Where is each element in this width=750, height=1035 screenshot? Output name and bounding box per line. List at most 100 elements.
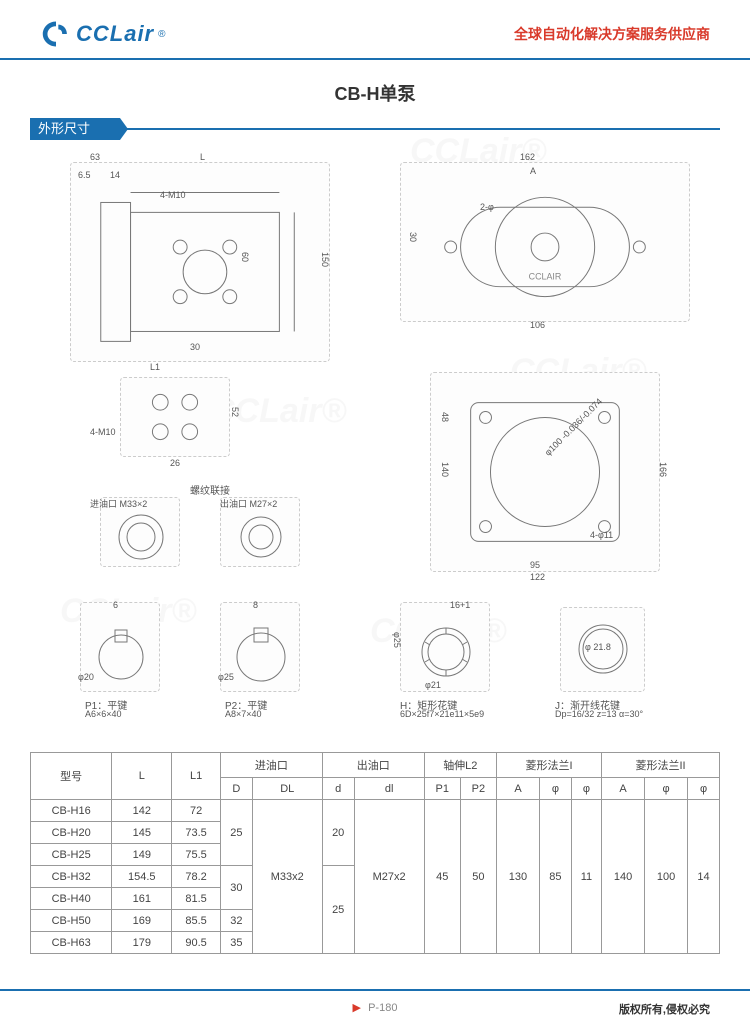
cell-f1p1: 85 [540, 800, 572, 954]
diagrams-region: CCLair® CCLair® CCLair® CCLair® CCLair® … [30, 152, 720, 742]
svg-text:CCLAIR: CCLAIR [529, 272, 562, 282]
col-P1: P1 [424, 778, 460, 800]
logo-text: CCLair [76, 21, 154, 47]
page-number: ▶ P-180 [353, 1001, 398, 1014]
dim-label: 95 [530, 560, 540, 570]
diagram-shaft-h [400, 602, 490, 692]
cell-model: CB-H32 [31, 866, 112, 888]
dim-label: φ20 [78, 672, 94, 682]
col-dl: dl [354, 778, 424, 800]
dim-label: 16+1 [450, 600, 470, 610]
col-D: D [220, 778, 252, 800]
cell-D: 25 [220, 800, 252, 866]
diagram-top-view: CCLAIR [400, 162, 690, 322]
dim-label: A [530, 166, 536, 176]
cell-L1: 73.5 [172, 822, 221, 844]
col-inlet: 进油口 [220, 753, 322, 778]
table-header-row: 型号 L L1 进油口 出油口 轴伸L2 菱形法兰I 菱形法兰II [31, 753, 720, 778]
diagram-front-view [70, 162, 330, 362]
dim-label: 52 [230, 407, 240, 417]
cell-f2p2: 14 [688, 800, 720, 954]
cell-L1: 81.5 [172, 888, 221, 910]
logo: CCLair ® [40, 20, 166, 48]
col-f2A: A [602, 778, 645, 800]
dim-label: 6 [113, 600, 118, 610]
cell-L1: 90.5 [172, 932, 221, 954]
cell-D: 30 [220, 866, 252, 910]
spec-table: 型号 L L1 进油口 出油口 轴伸L2 菱形法兰I 菱形法兰II D DL d… [30, 752, 720, 954]
dim-label: 30 [408, 232, 418, 242]
cell-f2p1: 100 [645, 800, 688, 954]
cell-L: 145 [112, 822, 172, 844]
dim-label: 48 [440, 412, 450, 422]
dim-label: 26 [170, 458, 180, 468]
header-tagline: 全球自动化解决方案服务供应商 [514, 24, 710, 44]
dim-label: 4-M10 [90, 427, 116, 437]
copyright-text: 版权所有,侵权必究 [619, 1001, 750, 1017]
dim-label: φ25 [392, 632, 402, 648]
cell-P1: 45 [424, 800, 460, 954]
dim-label: 106 [530, 320, 545, 330]
cell-L: 169 [112, 910, 172, 932]
cell-P2: 50 [460, 800, 496, 954]
table-row: CB-H16 142 72 25 M33x2 20 M27x2 45 50 13… [31, 800, 720, 822]
dim-label: φ21 [425, 680, 441, 690]
cell-D: 32 [220, 910, 252, 932]
diagram-flange-plate [430, 372, 660, 572]
dim-label: 14 [110, 170, 120, 180]
inlet-label: 进油口 M33×2 [90, 497, 147, 510]
cell-model: CB-H50 [31, 910, 112, 932]
cell-model: CB-H20 [31, 822, 112, 844]
cell-model: CB-H40 [31, 888, 112, 910]
cell-L: 161 [112, 888, 172, 910]
thread-conn-title: 螺纹联接 [190, 482, 230, 497]
shaft-p2-sub: A8×7×40 [225, 709, 262, 719]
cell-f1p2: 11 [571, 800, 601, 954]
cell-model: CB-H63 [31, 932, 112, 954]
diagram-connector-block [120, 377, 230, 457]
section-rule [120, 128, 720, 130]
dim-label: 150 [320, 252, 330, 267]
dim-label: 140 [440, 462, 450, 477]
outlet-label: 出油口 M27×2 [220, 497, 277, 510]
cell-L1: 72 [172, 800, 221, 822]
col-P2: P2 [460, 778, 496, 800]
cell-DL: M33x2 [252, 800, 322, 954]
col-DL: DL [252, 778, 322, 800]
section-heading: 外形尺寸 [30, 118, 720, 140]
col-model: 型号 [31, 753, 112, 800]
dim-label: 63 [90, 152, 100, 162]
dim-label: 60 [240, 252, 250, 262]
cell-f2A: 140 [602, 800, 645, 954]
dim-label: 8 [253, 600, 258, 610]
col-d: d [322, 778, 354, 800]
col-f2p2: φ [688, 778, 720, 800]
cell-L1: 75.5 [172, 844, 221, 866]
col-f1p1: φ [540, 778, 572, 800]
cell-model: CB-H25 [31, 844, 112, 866]
section-label: 外形尺寸 [30, 118, 120, 140]
dim-label: 6.5 [78, 170, 91, 180]
shaft-j-sub: Dp=16/32 z=13 α=30° [555, 709, 643, 719]
col-outlet: 出油口 [322, 753, 424, 778]
cell-L1: 85.5 [172, 910, 221, 932]
shaft-p1-sub: A6×6×40 [85, 709, 122, 719]
cell-L: 154.5 [112, 866, 172, 888]
col-L: L [112, 753, 172, 800]
col-shaft: 轴伸L2 [424, 753, 496, 778]
cell-d: 25 [322, 866, 354, 954]
dim-label: L [200, 152, 205, 162]
cell-L1: 78.2 [172, 866, 221, 888]
dim-label: 2-φ [480, 202, 494, 212]
page-header: CCLair ® 全球自动化解决方案服务供应商 [0, 0, 750, 60]
col-f1A: A [496, 778, 539, 800]
dim-label: 4-φ11 [590, 530, 613, 540]
logo-icon [40, 20, 72, 48]
dim-label: 166 [658, 462, 668, 477]
col-flange2: 菱形法兰II [602, 753, 720, 778]
col-L1: L1 [172, 753, 221, 800]
page-arrow-icon: ▶ [353, 1002, 361, 1014]
cell-d: 20 [322, 800, 354, 866]
cell-model: CB-H16 [31, 800, 112, 822]
cell-L: 149 [112, 844, 172, 866]
